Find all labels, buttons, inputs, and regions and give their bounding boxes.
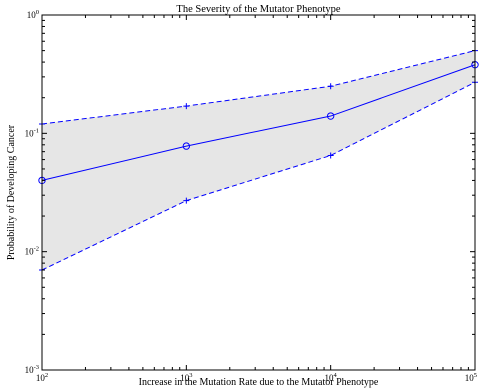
series-line-upper-bound <box>41 50 476 125</box>
y-tick-label: 100 <box>27 9 39 20</box>
x-axis-label: Increase in the Mutation Rate due to the… <box>139 377 379 388</box>
plot-area-frame <box>41 14 476 371</box>
axis-ticks-layer: 102 103 104 105 10-3 10-2 10-1 100 <box>25 9 477 383</box>
data-point-lower-bound <box>183 197 190 204</box>
data-point-upper-bound <box>327 83 334 90</box>
x-tick-label: 103 <box>180 372 192 383</box>
y-tick-label: 10-3 <box>25 364 39 375</box>
confidence-band <box>42 50 475 270</box>
series-lines-layer <box>41 50 476 271</box>
confidence-band-layer <box>42 50 475 270</box>
y-tick-label: 10-1 <box>25 127 39 138</box>
data-point-lower-bound <box>327 152 334 159</box>
x-tick-label: 104 <box>325 372 338 383</box>
series-line-lower-bound <box>41 81 476 271</box>
x-tick-label: 105 <box>465 372 477 383</box>
chart-title: The Severity of the Mutator Phenotype <box>176 4 341 15</box>
data-point-upper-bound <box>183 103 190 110</box>
y-tick-label: 10-2 <box>25 246 39 257</box>
data-point-estimate <box>182 142 191 150</box>
series-line-estimate <box>41 64 476 181</box>
data-point-estimate <box>326 112 335 120</box>
x-tick-label: 102 <box>36 372 48 383</box>
y-axis-label: Probability of Developing Cancer <box>6 124 17 260</box>
